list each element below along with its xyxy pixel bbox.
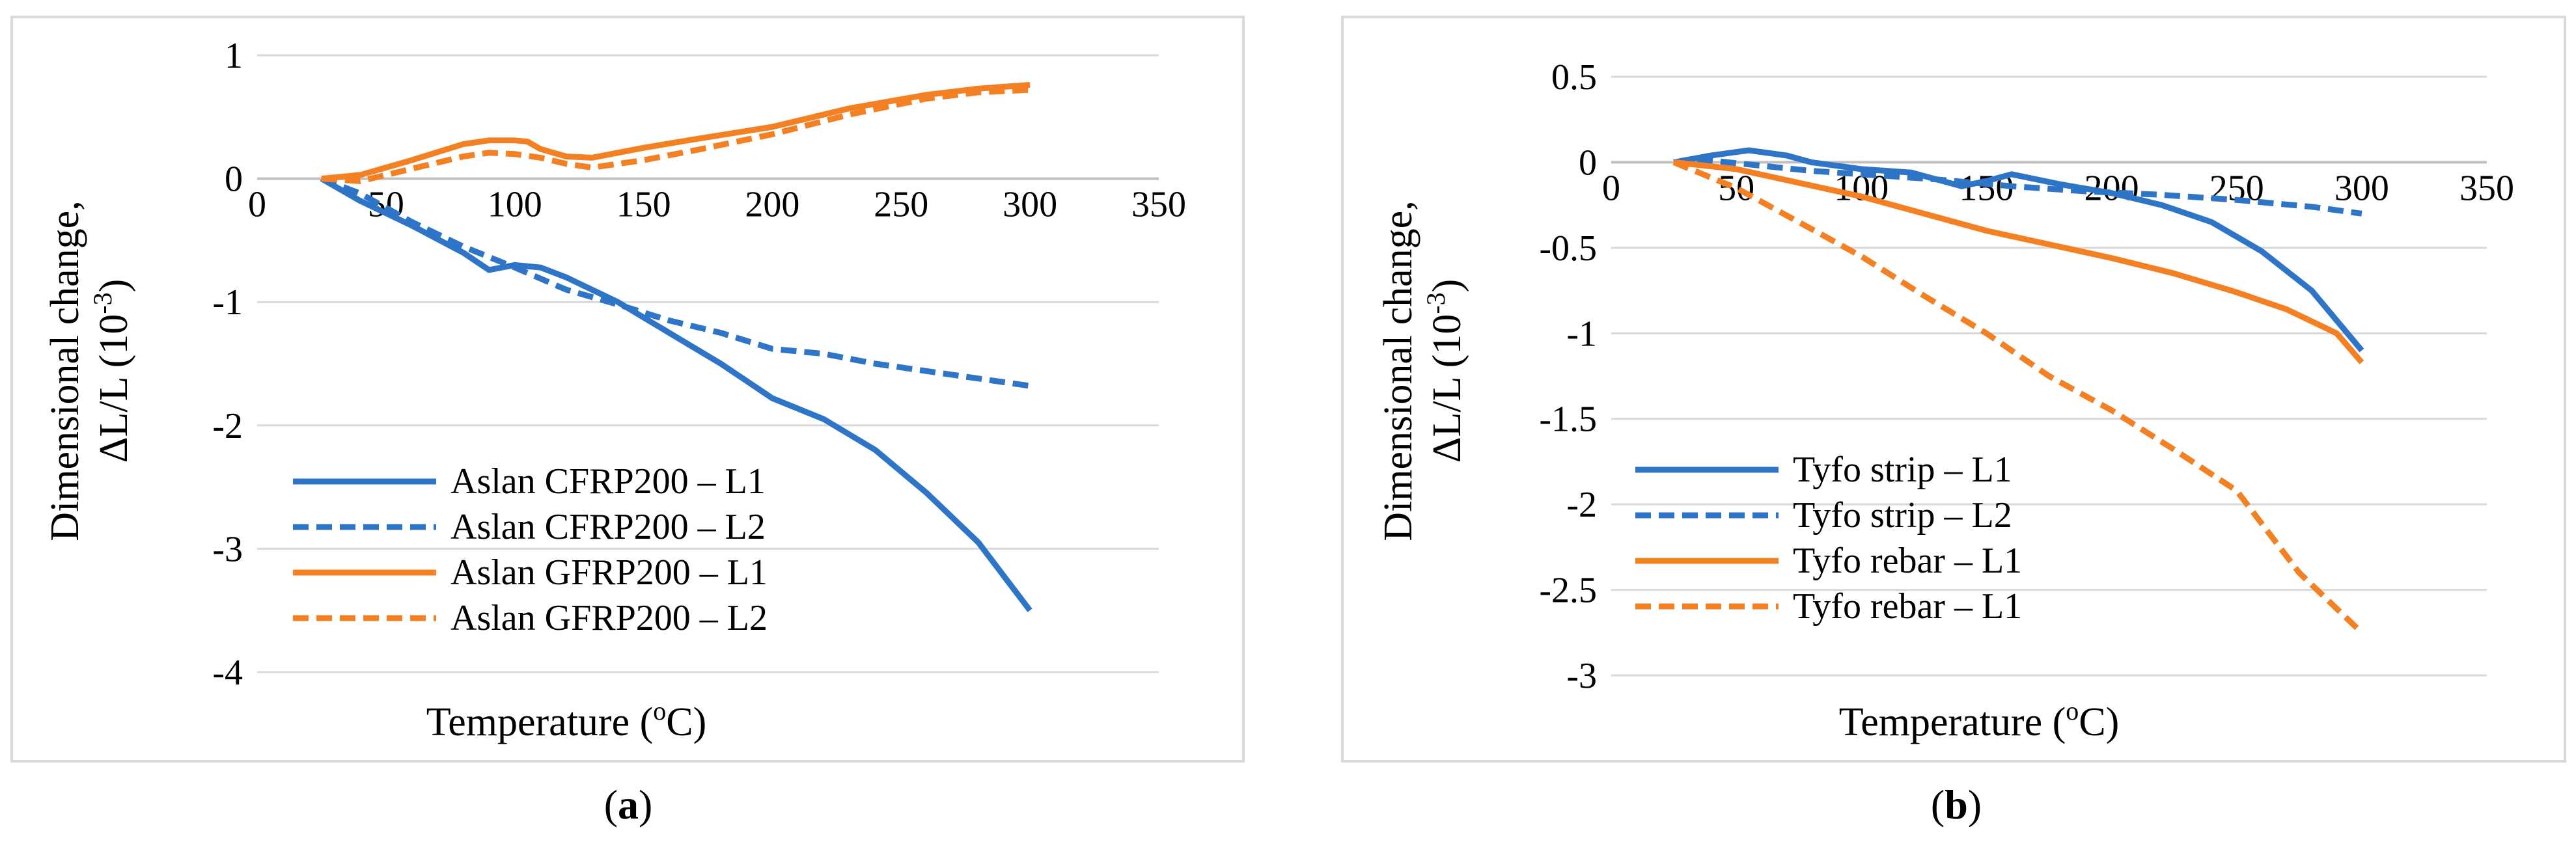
legend-label-4: Tyfo rebar – L1 <box>1793 586 2022 627</box>
panel-a-frame <box>10 16 1245 763</box>
y-tick-label: 0 <box>1579 142 1597 183</box>
panel-b-plot: -3-2.5-2-1.5-1-0.500.50 50 100 150 200 250 300… <box>1539 57 2514 696</box>
panel-a-x-axis-title: Temperature (oC) <box>426 696 707 744</box>
y-tick-label: -1.5 <box>1539 399 1597 440</box>
panel-b-x-axis-title: Temperature (oC) <box>1839 696 2120 744</box>
legend-label-1: Tyfo strip – L1 <box>1793 450 2012 490</box>
y-tick-label: 1 <box>225 36 243 76</box>
x-tick-label: 100 <box>488 185 542 225</box>
series-line-1 <box>320 176 1032 612</box>
legend-label-1: Aslan CFRP200 – L1 <box>450 461 766 502</box>
x-tick-label: 300 <box>2334 168 2389 208</box>
x-tick-label: 0 <box>1602 168 1620 208</box>
panel-a-y-axis-title-line1: Dimensional change, <box>43 200 87 541</box>
series-line-2 <box>320 176 1031 389</box>
x-tick-label: 300 <box>1003 185 1057 225</box>
panel-a-y-axis-title-line2: ΔL/L (10-3) <box>88 279 136 463</box>
legend-label-3: Tyfo rebar – L1 <box>1793 541 2022 581</box>
y-tick-label: -1 <box>1566 314 1597 354</box>
series-line-3 <box>1673 159 2364 364</box>
x-tick-label: 0 <box>248 185 266 225</box>
legend-label-2: Tyfo strip – L2 <box>1793 495 2012 535</box>
y-tick-label: 0.5 <box>1551 57 1597 98</box>
y-tick-label: -2 <box>212 406 243 446</box>
y-tick-label: 0 <box>225 159 243 200</box>
series-line-4 <box>321 87 1031 184</box>
x-tick-label: 150 <box>616 185 671 225</box>
legend-label-3: Aslan GFRP200 – L1 <box>450 552 768 593</box>
x-tick-label: 250 <box>874 185 928 225</box>
panel-b-caption: (b) <box>1931 781 1982 828</box>
x-tick-label: 350 <box>1131 185 1186 225</box>
panel-b-frame <box>1341 16 2566 763</box>
y-tick-label: -4 <box>212 653 243 693</box>
y-tick-label: -3 <box>212 529 243 569</box>
panel-b-legend: Tyfo strip – L1 Tyfo strip – L2 Tyfo rebar… <box>1635 450 2022 627</box>
panel-b: -3-2.5-2-1.5-1-0.500.50 50 100 150 200 250 300… <box>1341 16 2566 828</box>
panel-a-legend: Aslan CFRP200 – L1 Aslan CFRP200 – L2 Asla… <box>293 461 768 638</box>
y-tick-label: -2.5 <box>1539 571 1597 611</box>
legend-label-2: Aslan CFRP200 – L2 <box>450 507 766 547</box>
legend-label-4: Aslan GFRP200 – L2 <box>450 598 768 638</box>
series-line-2 <box>1673 157 2362 217</box>
panel-a-caption: (a) <box>604 781 653 828</box>
x-tick-label: 350 <box>2459 168 2514 208</box>
series-line-4 <box>1672 159 2364 635</box>
series-line-3 <box>321 82 1031 182</box>
y-tick-label: -3 <box>1566 656 1597 696</box>
x-tick-label: 50 <box>1718 168 1754 208</box>
x-tick-label: 200 <box>745 185 799 225</box>
y-tick-label: -0.5 <box>1539 228 1597 269</box>
y-tick-label: -2 <box>1566 485 1597 525</box>
panel-b-y-axis-title-line2: ΔL/L (10-3) <box>1421 279 1469 463</box>
panel-b-y-axis-title-line1: Dimensional change, <box>1376 200 1420 541</box>
y-tick-label: -1 <box>212 282 243 323</box>
